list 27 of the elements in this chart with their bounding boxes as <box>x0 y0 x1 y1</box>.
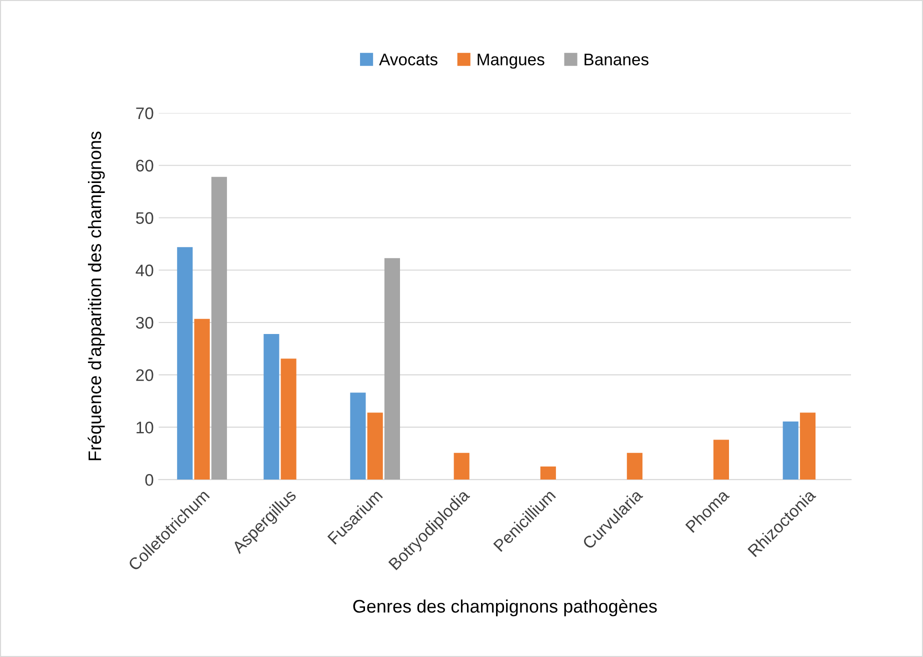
y-tick-label: 50 <box>136 212 154 224</box>
bar <box>264 334 280 480</box>
y-tick-label: 70 <box>136 107 154 120</box>
legend-label: Avocats <box>379 54 438 66</box>
bar <box>177 247 193 480</box>
y-tick-label: 0 <box>145 474 154 486</box>
y-tick-label: 30 <box>136 316 154 329</box>
bar <box>626 452 642 480</box>
bar <box>194 318 210 480</box>
bar <box>211 176 227 480</box>
y-tick-label: 20 <box>136 369 154 382</box>
bar <box>454 452 470 480</box>
bar <box>384 258 400 480</box>
y-axis-title: Fréquence d'apparition des champignons <box>88 132 105 460</box>
bar <box>350 392 366 480</box>
bar <box>540 466 556 480</box>
legend-label: Bananes <box>584 54 648 66</box>
bar <box>800 412 816 480</box>
bar <box>782 421 798 480</box>
bar <box>280 358 296 480</box>
y-tick-label: 10 <box>136 422 154 434</box>
y-tick-label: 60 <box>136 160 154 172</box>
bar <box>713 440 729 480</box>
legend-label: Mangues <box>478 54 544 69</box>
y-tick-label: 40 <box>136 264 154 276</box>
bar <box>367 412 383 480</box>
x-axis-title: Genres des champignons pathogènes <box>353 599 657 616</box>
